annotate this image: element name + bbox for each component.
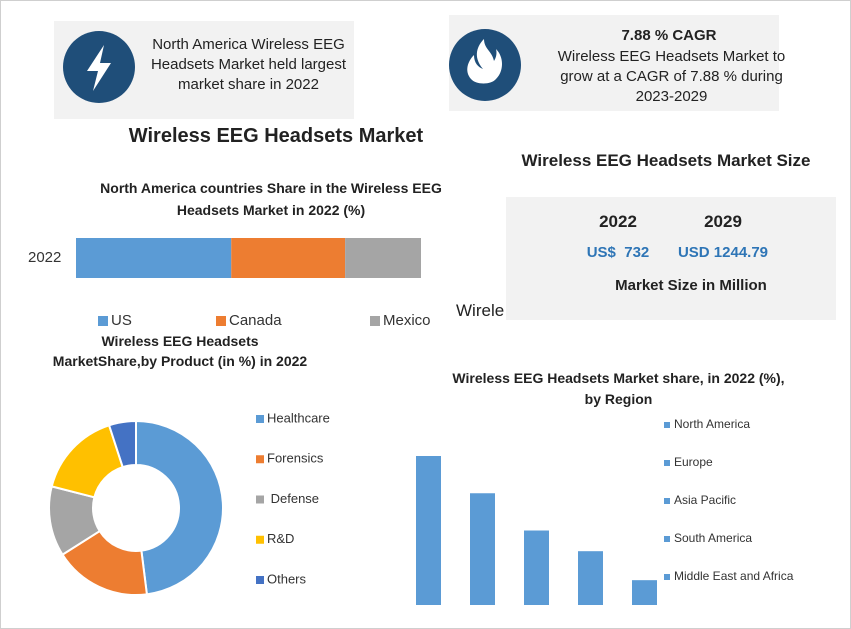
bar [470, 493, 495, 605]
year: 2022 [599, 212, 637, 231]
size-value: US$ 732 [586, 244, 650, 261]
legend-swatch [256, 455, 264, 464]
bar [524, 530, 549, 605]
legend-swatch [256, 495, 264, 504]
legend-label: US [111, 312, 132, 329]
bar [416, 456, 441, 605]
size-value: USD 1244.79 [677, 244, 769, 261]
legend-swatch [664, 460, 670, 466]
legend-label: Asia Pacific [674, 493, 736, 507]
bar [632, 580, 657, 605]
legend-swatch [664, 422, 670, 428]
legend-label: Defense [267, 491, 319, 506]
callout-title: 7.88 % CAGR [621, 27, 717, 44]
size-note: Market Size in Million [615, 277, 767, 294]
legend-swatch [256, 415, 264, 423]
market-size-box [506, 197, 836, 320]
legend-label: R&D [267, 531, 294, 546]
legend-swatch [256, 576, 264, 584]
legend-label: Others [267, 571, 307, 586]
cut-text: Wirele [456, 301, 505, 320]
chart-title: Wireless EEG Headsets Market share, in 2… [452, 370, 785, 407]
y-tick-label: 2022 [28, 249, 61, 266]
market-size-title: Wireless EEG Headsets Market Size [521, 151, 811, 170]
legend-swatch [256, 535, 264, 544]
legend-label: Europe [674, 455, 713, 469]
donut-slice [107, 419, 137, 469]
chart-title: North America countries Share in the Wir… [100, 180, 442, 218]
legend-swatch [370, 316, 380, 326]
legend-swatch [664, 536, 670, 542]
legend-swatch [664, 574, 670, 580]
legend-swatch [98, 316, 108, 326]
bar-segment [76, 238, 232, 278]
bar [578, 551, 603, 605]
bar-segment [231, 238, 346, 278]
callout-text: Wireless EEG Headsets Market to grow at … [557, 48, 786, 105]
legend-label: Middle East and Africa [674, 569, 794, 583]
legend-label: South America [674, 531, 752, 545]
legend-label: Canada [229, 312, 282, 329]
chart-title: Wireless EEG Headsets MarketShare,by Pro… [52, 333, 308, 369]
flame-icon [467, 39, 502, 84]
callout-text: North America Wireless EEG Headsets Mark… [150, 36, 347, 93]
bar-segment [345, 238, 421, 278]
main-title: Wireless EEG Headsets Market [128, 125, 424, 147]
donut-slice [135, 419, 224, 596]
legend-swatch [664, 498, 670, 504]
legend-label: North America [674, 417, 750, 431]
year: 2029 [704, 212, 742, 231]
legend-swatch [216, 316, 226, 326]
legend-label: Mexico [383, 312, 431, 329]
legend-label: Healthcare [267, 410, 330, 425]
legend-label: Forensics [267, 451, 324, 466]
